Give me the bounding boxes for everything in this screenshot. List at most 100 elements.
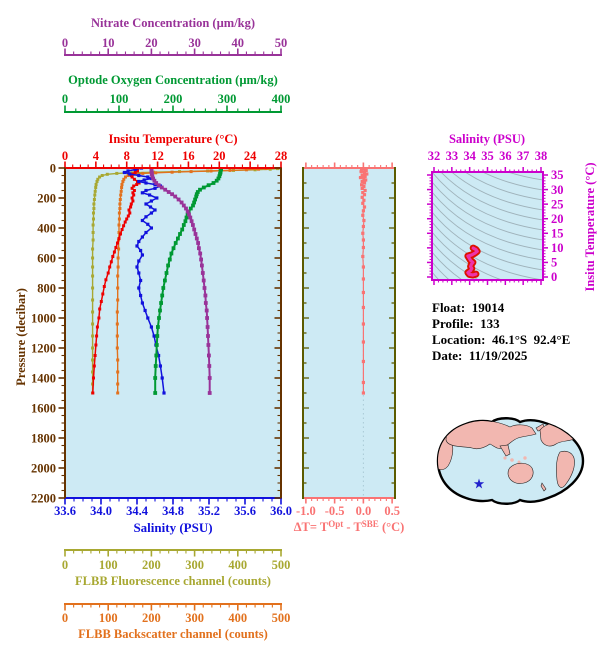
density-contours [433,173,542,279]
backscatter-tick-label: 400 [228,611,247,625]
pressure-axis: 0 200 400 600 800 1000 1200 1400 1600 1800 2000 220… [31,162,281,506]
pressure-tick-label: 200 [37,192,56,206]
oxygen-tick-label: 200 [164,92,183,106]
salinity-tick-label: 36.0 [270,504,292,518]
ts-temperature-tick-label: 20 [551,212,564,226]
ts-salinity-tick-label: 36 [499,149,512,163]
island-4 [523,456,527,460]
ts-temperature-title: Insitu Temperature (°C) [583,162,597,291]
nitrate-tick-label: 40 [232,36,245,50]
nitrate-tick-label: 50 [275,36,288,50]
ts-salinity-tick-label: 33 [446,149,459,163]
delta-title-sup2: SBE [362,519,379,529]
backscatter-axis: 0 100 200 300 400 500 [62,603,291,625]
float-location-star-icon [473,478,485,489]
ts-temperature-tick-label: 10 [551,241,564,255]
landmass-australia [507,462,534,484]
profile-number-line: Profile: 133 [432,316,500,331]
location-line: Location: 46.1°S 92.4°E [432,332,570,347]
nitrate-tick-label: 20 [145,36,158,50]
salinity-tick-label: 34.8 [162,504,184,518]
float-id-line: Float: 19014 [432,300,505,315]
temperature-tick-label: 4 [93,149,100,163]
oxygen-axis: 0 100 200 300 400 [62,92,291,113]
ts-salinity-title: Salinity (PSU) [449,132,525,146]
delta-panel-background [303,168,395,498]
pressure-tick-label: 1800 [31,432,56,446]
ts-temperature-tick-label: 15 [551,226,564,240]
pressure-tick-label: 400 [37,222,56,236]
temperature-tick-label: 12 [151,149,164,163]
ts-salinity-tick-label: 37 [517,149,530,163]
delta-tick-label: -0.5 [325,504,345,518]
ts-temperature-tick-label: 25 [551,197,564,211]
pressure-axis-label: Pressure (decibar) [14,288,28,386]
pressure-tick-label: 1600 [31,402,56,416]
backscatter-tick-label: 200 [142,611,161,625]
float-info-block: Float: 19014 Profile: 133 Location: 46.1… [432,300,570,363]
oxygen-tick-label: 0 [62,92,68,106]
delta-title-pre: ΔT= T [294,520,329,534]
backscatter-tick-label: 500 [272,611,291,625]
oxygen-tick-label: 300 [218,92,237,106]
delta-tick-label: -1.0 [296,504,316,518]
fluorescence-tick-label: 300 [185,558,204,572]
fluorescence-axis-title: FLBB Fluorescence channel (counts) [75,574,271,588]
fluorescence-tick-label: 100 [99,558,118,572]
ts-panel-background [432,172,543,280]
salinity-tick-label: 35.6 [234,504,256,518]
ts-profile-curve [464,244,481,279]
profile-curves [91,167,282,395]
nitrate-axis: 0 10 20 30 40 50 [62,36,288,56]
pressure-tick-label: 1000 [31,312,56,326]
temperature-tick-label: 8 [124,149,130,163]
pressure-tick-label: 0 [50,162,56,176]
ts-salinity-tick-label: 34 [463,149,476,163]
world-map [436,417,585,505]
pressure-tick-label: 800 [37,282,56,296]
delta-t-panel: -1.0 -0.5 0.0 0.5 [296,162,400,518]
landmass-greenland [560,419,572,429]
landmass-southeast-asia [499,444,511,457]
oxygen-tick-label: 400 [272,92,291,106]
ts-salinity-tick-label: 35 [481,149,494,163]
temperature-tick-label: 0 [62,149,68,163]
ts-temperature-tick-label: 35 [551,168,564,182]
salinity-tick-label: 33.6 [54,504,76,518]
backscatter-axis-title: FLBB Backscatter channel (counts) [78,627,268,641]
delta-t-curve [358,167,369,395]
delta-title-sup1: Opt [328,519,343,529]
fluorescence-tick-label: 400 [228,558,247,572]
temperature-tick-label: 16 [182,149,195,163]
pressure-tick-label: 600 [37,252,56,266]
ts-salinity-tick-label: 38 [535,149,548,163]
nitrate-tick-label: 30 [188,36,201,50]
nitrate-tick-label: 0 [62,36,68,50]
salinity-tick-label: 34.4 [126,504,149,518]
ts-temperature-tick-label: 5 [551,256,557,270]
fluorescence-tick-label: 200 [142,558,161,572]
landmass-new-zealand [540,482,547,492]
island-2 [510,458,514,462]
island-1 [503,456,507,460]
pressure-tick-label: 2000 [31,462,56,476]
main-plot-background [65,168,281,498]
ts-temperature-tick-label: 0 [551,270,557,284]
island-3 [517,460,521,464]
pressure-tick-label: 1200 [31,342,56,356]
ts-salinity-tick-label: 32 [428,149,441,163]
salinity-profile-curve [122,167,166,395]
temperature-axis-title: Insitu Temperature (°C) [108,132,237,146]
salinity-tick-label: 35.2 [198,504,220,518]
fluorescence-tick-label: 0 [62,558,68,572]
pressure-tick-label: 2200 [31,492,56,506]
main-profile-plot: 0 4 8 12 16 20 24 28 33.6 34.0 34.4 34.8 35.2 35.6 36.… [54,149,292,518]
delta-tick-label: 0.0 [356,504,372,518]
temperature-tick-label: 20 [213,149,226,163]
delta-title-post: (°C) [379,520,404,534]
delta-tick-label: 0.5 [384,504,400,518]
nitrate-profile-curve [149,167,212,395]
